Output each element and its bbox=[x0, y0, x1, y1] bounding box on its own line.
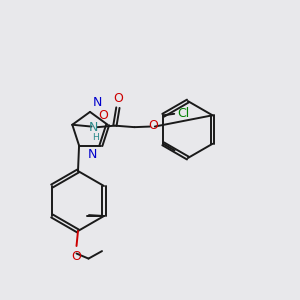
Text: O: O bbox=[71, 250, 81, 263]
Text: H: H bbox=[92, 133, 99, 142]
Text: N: N bbox=[92, 96, 102, 109]
Text: N: N bbox=[88, 148, 97, 161]
Text: O: O bbox=[114, 92, 123, 105]
Text: N: N bbox=[89, 121, 99, 134]
Text: O: O bbox=[99, 110, 108, 122]
Text: Cl: Cl bbox=[178, 107, 190, 120]
Text: O: O bbox=[149, 119, 158, 133]
